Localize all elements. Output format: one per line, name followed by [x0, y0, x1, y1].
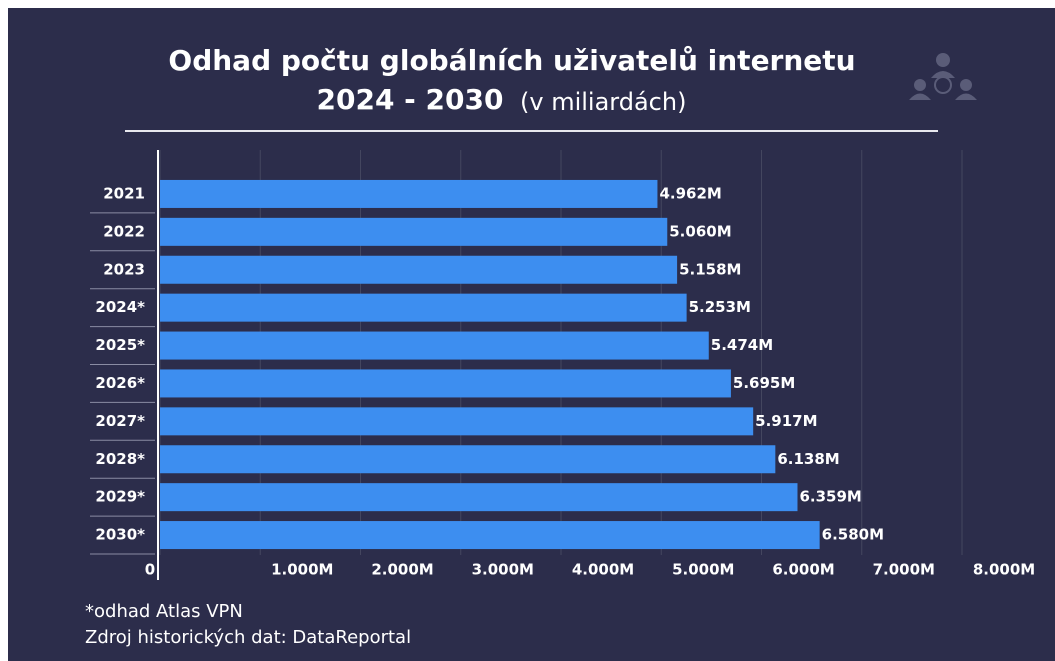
bar: [160, 407, 754, 436]
footnote: Zdroj historických dat: DataReportal: [85, 627, 411, 648]
data-label: 6.359M: [799, 488, 861, 506]
y-tick-label: 2022: [103, 222, 145, 240]
y-tick-label: 2023: [103, 260, 145, 278]
y-tick-label: 2025*: [95, 336, 145, 354]
x-tick-label: 0: [145, 561, 155, 579]
data-label: 5.158M: [679, 260, 741, 278]
footnote: *odhad Atlas VPN: [85, 601, 243, 622]
data-label: 4.962M: [659, 184, 721, 202]
x-tick-label: 2.000M: [371, 561, 433, 579]
data-label: 6.138M: [777, 450, 839, 468]
chart-title: Odhad počtu globálních uživatelů interne…: [168, 44, 855, 77]
y-tick-label: 2030*: [95, 526, 145, 544]
x-tick-label: 6.000M: [772, 561, 834, 579]
x-tick-label: 3.000M: [472, 561, 534, 579]
y-tick-label: 2027*: [95, 412, 145, 430]
data-label: 5.060M: [669, 222, 731, 240]
bar: [160, 369, 731, 398]
data-label: 5.695M: [733, 374, 795, 392]
y-tick-label: 2029*: [95, 488, 145, 506]
x-tick-label: 5.000M: [672, 561, 734, 579]
data-label: 6.580M: [822, 526, 884, 544]
data-label: 5.917M: [755, 412, 817, 430]
bar: [160, 255, 678, 284]
y-tick-label: 2026*: [95, 374, 145, 392]
x-tick-label: 1.000M: [271, 561, 333, 579]
data-label: 5.253M: [689, 298, 751, 316]
icon: [909, 53, 977, 100]
x-tick-label: 4.000M: [572, 561, 634, 579]
chart-subtitle: 2024 - 2030: [317, 83, 504, 116]
x-tick-label: 7.000M: [873, 561, 935, 579]
bar: [160, 331, 709, 360]
bar: [160, 293, 687, 322]
bar: [160, 179, 658, 208]
bar: [160, 521, 820, 550]
data-label: 5.474M: [711, 336, 773, 354]
y-tick-label: 2028*: [95, 450, 145, 468]
y-tick-label: 2024*: [95, 298, 145, 316]
bar: [160, 217, 668, 246]
x-tick-label: 8.000M: [973, 561, 1035, 579]
y-tick-label: 2021: [103, 184, 145, 202]
bar: [160, 483, 798, 512]
chart-subtitle-note: (v miliardách): [520, 88, 686, 116]
bar: [160, 445, 776, 474]
